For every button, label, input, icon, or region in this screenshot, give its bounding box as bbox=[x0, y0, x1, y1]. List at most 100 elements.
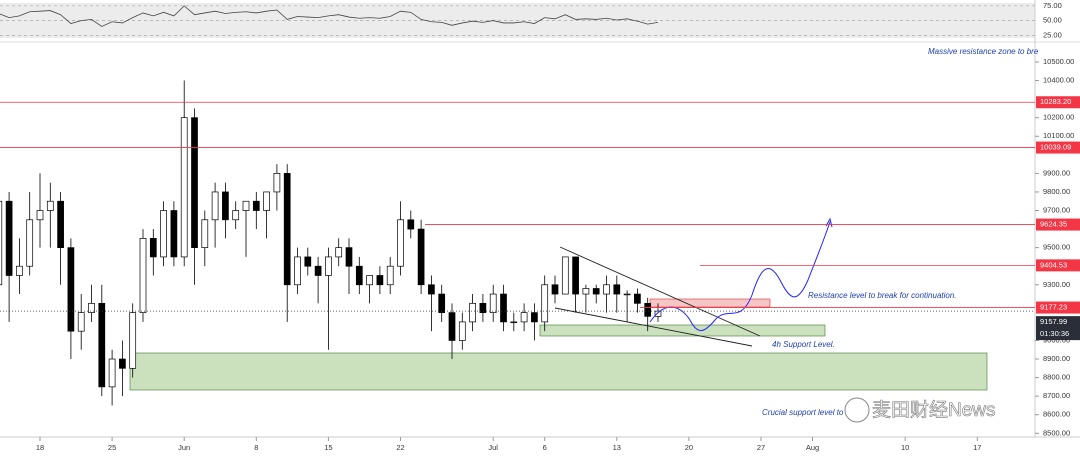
trendline-lower bbox=[554, 307, 753, 347]
annotation: Crucial support level to hold. bbox=[762, 408, 863, 417]
candle-body bbox=[500, 293, 507, 323]
y-tick-label: 8500.00 bbox=[1043, 428, 1070, 437]
candle-body bbox=[489, 293, 497, 313]
candle-body bbox=[448, 312, 456, 341]
candle-body bbox=[520, 312, 528, 323]
y-tick-label: 9300.00 bbox=[1043, 280, 1070, 289]
level-label: 10039.09 bbox=[1040, 143, 1071, 152]
candle-body bbox=[16, 265, 23, 276]
candle-body bbox=[0, 200, 3, 286]
candle-body bbox=[572, 256, 579, 295]
rsi-tick-label: 25.00 bbox=[1043, 30, 1062, 39]
candle-body bbox=[417, 228, 425, 286]
candle-body bbox=[531, 312, 538, 323]
watermark-logo bbox=[844, 397, 870, 423]
y-tick-label: 9700.00 bbox=[1043, 205, 1070, 214]
candle-body bbox=[294, 256, 301, 286]
candle-body bbox=[561, 256, 569, 295]
level-label: 9624.35 bbox=[1040, 220, 1067, 229]
candle-body bbox=[510, 321, 518, 324]
candle-body bbox=[386, 265, 394, 286]
level-label-bg bbox=[1036, 218, 1080, 231]
candle-body bbox=[623, 293, 631, 296]
candle-body bbox=[170, 210, 178, 258]
rsi-tick-label: 75.00 bbox=[1043, 1, 1062, 10]
candle-body bbox=[139, 238, 147, 313]
candle-body bbox=[355, 265, 363, 286]
candle-body bbox=[180, 117, 188, 258]
candle-body bbox=[376, 275, 384, 286]
candle-body bbox=[129, 312, 137, 369]
candle-body bbox=[541, 284, 549, 323]
trendline-upper bbox=[559, 246, 761, 337]
annotation: Massive resistance zone to bre bbox=[928, 47, 1039, 56]
candle-body bbox=[149, 238, 157, 258]
x-tick-label: Jul bbox=[488, 443, 498, 452]
candle-body bbox=[98, 302, 106, 388]
last-price-bg bbox=[1036, 316, 1080, 341]
candle-body bbox=[603, 284, 610, 295]
candle-body bbox=[46, 200, 54, 211]
candle-body bbox=[551, 284, 559, 295]
last-price-label: 9157.99 bbox=[1040, 317, 1067, 326]
support-zone bbox=[539, 324, 826, 337]
candle-body bbox=[201, 219, 209, 248]
level-label: 9177.23 bbox=[1040, 303, 1067, 312]
x-tick-label: 6 bbox=[543, 443, 547, 452]
candle-body bbox=[438, 293, 446, 313]
candle-body bbox=[479, 302, 487, 313]
level-label-bg bbox=[1036, 96, 1080, 109]
candle-body bbox=[428, 284, 435, 295]
candle-body bbox=[242, 200, 250, 211]
candle-body bbox=[397, 219, 404, 267]
candle-body bbox=[314, 265, 322, 276]
y-tick-label: 9900.00 bbox=[1043, 168, 1070, 177]
candle-body bbox=[335, 247, 343, 258]
candle-body bbox=[191, 117, 198, 248]
y-tick-label: 9800.00 bbox=[1043, 187, 1070, 196]
candle-body bbox=[592, 288, 600, 295]
rsi-tick-label: 50.00 bbox=[1043, 16, 1062, 25]
candle-body bbox=[283, 173, 291, 286]
rsi-line bbox=[0, 5, 659, 27]
watermark: 麦田财经News bbox=[872, 399, 996, 421]
x-tick-label: 20 bbox=[685, 443, 693, 452]
y-tick-label: 8800.00 bbox=[1043, 373, 1070, 382]
x-tick-label: Aug bbox=[806, 443, 819, 452]
level-label-bg bbox=[1036, 259, 1080, 272]
annotation: 4h Support Level. bbox=[772, 340, 835, 349]
y-tick-label: 8700.00 bbox=[1043, 391, 1070, 400]
candle-body bbox=[5, 200, 13, 276]
candle-body bbox=[273, 173, 281, 193]
candle-body bbox=[304, 256, 312, 267]
candle-body bbox=[77, 312, 85, 332]
y-tick-label: 10400.00 bbox=[1043, 76, 1074, 85]
candle-body bbox=[634, 293, 641, 304]
candle-body bbox=[407, 219, 415, 230]
x-tick-label: Jun bbox=[178, 443, 190, 452]
candle-body bbox=[211, 191, 219, 221]
y-tick-label: 10200.00 bbox=[1043, 113, 1074, 122]
resistance-zone bbox=[649, 298, 771, 308]
y-tick-label: 8600.00 bbox=[1043, 410, 1070, 419]
y-tick-label: 10100.00 bbox=[1043, 131, 1074, 140]
x-tick-label: 10 bbox=[901, 443, 909, 452]
candle-body bbox=[325, 256, 332, 276]
candle-body bbox=[67, 247, 75, 332]
projection-path bbox=[649, 221, 831, 331]
candle-body bbox=[26, 219, 34, 267]
x-tick-label: 22 bbox=[396, 443, 404, 452]
candle-body bbox=[160, 210, 167, 258]
candle-body bbox=[252, 200, 260, 211]
y-tick-label: 8900.00 bbox=[1043, 354, 1070, 363]
x-tick-label: 17 bbox=[973, 443, 981, 452]
candle-body bbox=[232, 210, 240, 221]
level-label-bg bbox=[1036, 301, 1080, 314]
level-label-bg bbox=[1036, 141, 1080, 154]
candle-body bbox=[366, 275, 373, 286]
candle-body bbox=[582, 288, 590, 295]
candle-body bbox=[345, 247, 353, 267]
annotation: Resistance level to break for continuati… bbox=[808, 291, 957, 300]
candle-body bbox=[119, 358, 126, 369]
